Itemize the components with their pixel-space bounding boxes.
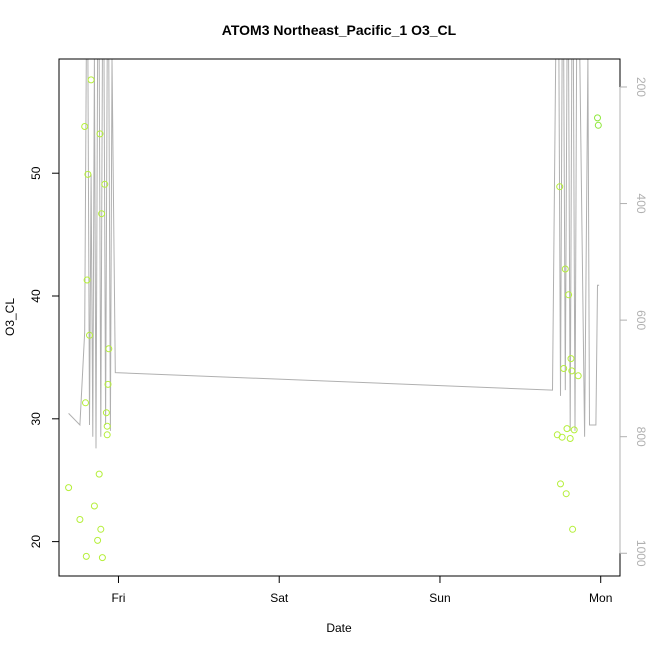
data-point xyxy=(98,554,106,562)
x-tick-label: Sun xyxy=(429,591,450,605)
x-tick-label: Fri xyxy=(111,591,125,605)
data-point xyxy=(90,502,98,510)
data-point xyxy=(560,365,568,372)
y2-tick-label: 600 xyxy=(634,310,648,330)
data-point xyxy=(574,372,582,380)
data-point xyxy=(76,516,84,523)
data-point xyxy=(82,552,90,560)
data-point xyxy=(84,170,92,178)
y-axis-label: O3_CL xyxy=(3,298,17,336)
y-tick-label: 20 xyxy=(29,535,43,549)
data-point xyxy=(558,433,566,441)
y-tick-label: 40 xyxy=(29,289,43,303)
data-point xyxy=(95,470,103,478)
data-point xyxy=(568,367,576,375)
data-point xyxy=(86,331,93,339)
y-tick-label: 50 xyxy=(29,166,43,180)
data-point xyxy=(557,480,564,488)
y2-tick-label: 400 xyxy=(634,194,648,214)
data-point xyxy=(567,355,575,363)
y-tick-label: 30 xyxy=(29,412,43,426)
y2-tick-label: 1000 xyxy=(634,540,648,567)
data-point xyxy=(570,426,578,434)
data-point xyxy=(566,435,574,442)
data-point xyxy=(565,291,573,299)
plot-layer: Fri Sat Sun Mon 20 30 40 50 200 400 600 800 1000 xyxy=(29,58,648,605)
series-line xyxy=(68,59,600,449)
data-point xyxy=(101,180,109,188)
data-point xyxy=(562,490,570,498)
data-point xyxy=(98,210,106,218)
data-point xyxy=(569,525,577,533)
data-point xyxy=(102,409,110,417)
data-point xyxy=(594,114,601,122)
y2-tick-label: 200 xyxy=(634,77,648,97)
data-point xyxy=(96,130,104,138)
x-axis-label: Date xyxy=(326,621,352,635)
data-point xyxy=(81,123,89,130)
data-point xyxy=(556,183,564,191)
data-point xyxy=(97,525,105,533)
data-point xyxy=(594,121,602,129)
y2-tick-label: 800 xyxy=(634,427,648,447)
data-point xyxy=(103,422,111,430)
x-tick-label: Sat xyxy=(270,591,289,605)
data-point xyxy=(82,399,89,407)
data-point xyxy=(104,380,112,388)
data-point xyxy=(103,431,111,439)
data-point xyxy=(94,536,102,544)
x-tick-label: Mon xyxy=(589,591,612,605)
chart-title: ATOM3 Northeast_Pacific_1 O3_CL xyxy=(222,22,457,38)
data-point xyxy=(563,425,571,433)
data-point xyxy=(65,484,73,492)
data-point xyxy=(561,265,569,273)
data-point xyxy=(87,76,95,84)
data-point xyxy=(105,345,113,353)
data-point xyxy=(83,276,91,284)
